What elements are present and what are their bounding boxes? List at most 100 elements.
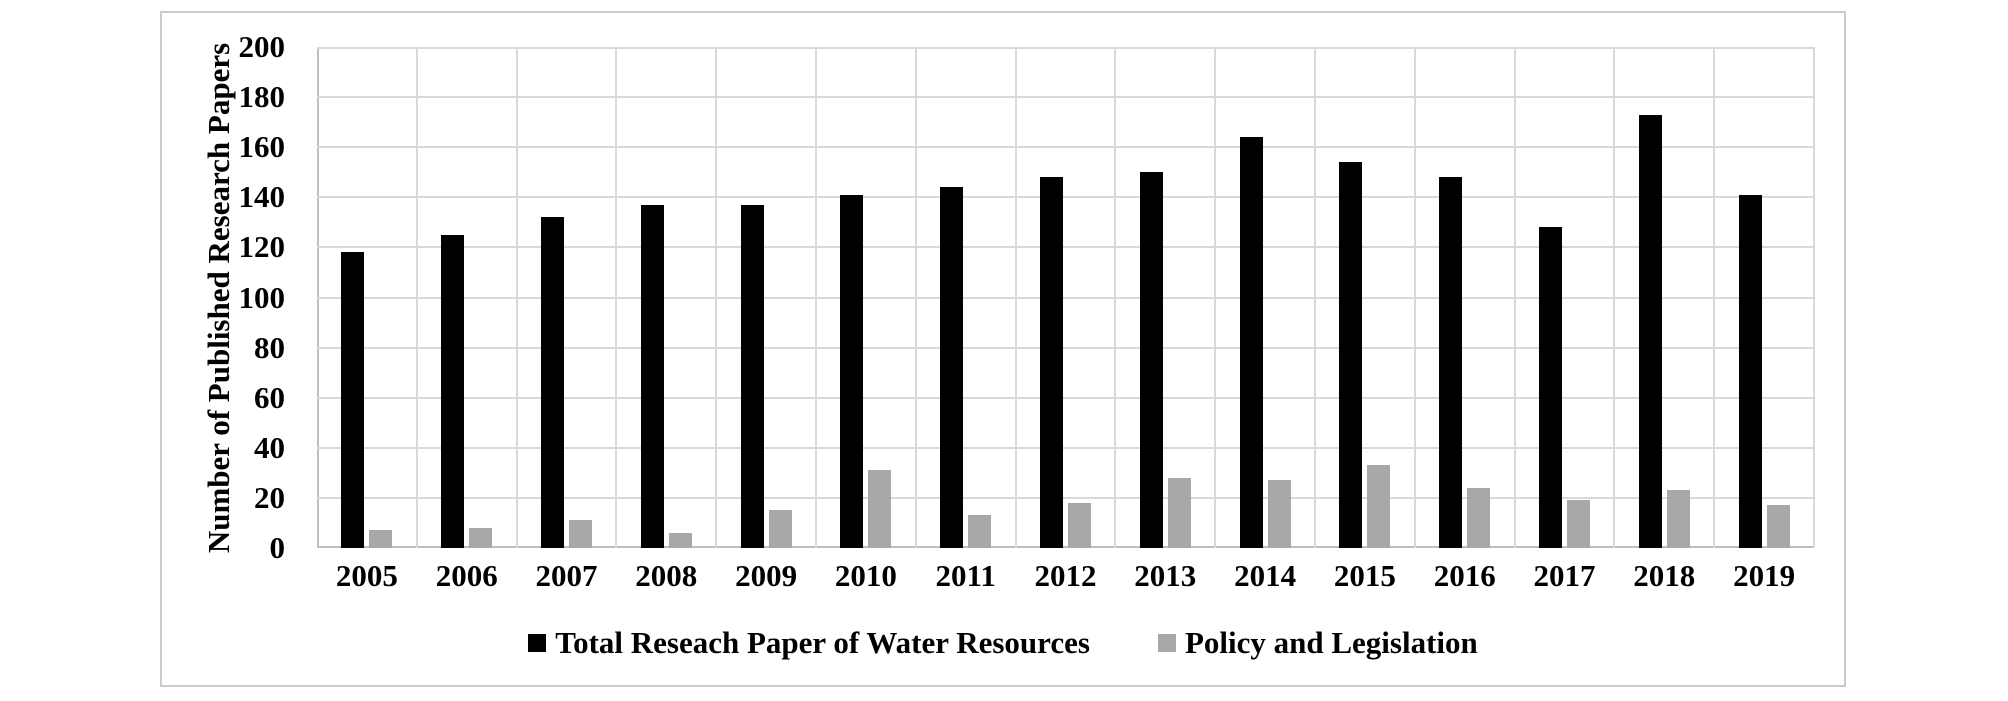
gridline-horizontal — [317, 146, 1814, 149]
chart-figure: Number of Published Research Papers Tota… — [160, 11, 1846, 687]
category-slot-2005 — [317, 47, 417, 548]
bar-total-2018 — [1638, 115, 1662, 548]
bar-policy-2012 — [1067, 503, 1091, 548]
bar-policy-2010 — [868, 470, 892, 548]
x-tick-label-2016: 2016 — [1433, 558, 1496, 593]
gridline-horizontal — [317, 196, 1814, 199]
legend-label: Policy and Legislation — [1184, 625, 1478, 660]
x-axis-line — [317, 546, 1814, 548]
bar-policy-2014 — [1267, 480, 1291, 548]
y-tick-label-0: 0 — [269, 530, 286, 565]
x-tick-label-2010: 2010 — [834, 558, 897, 593]
chart-legend: Total Reseach Paper of Water Resources Po… — [162, 625, 1844, 661]
gridline-horizontal — [317, 47, 1814, 49]
bar-total-2012 — [1039, 177, 1063, 548]
x-tick-label-2019: 2019 — [1733, 558, 1796, 593]
bar-policy-2008 — [668, 533, 692, 548]
bar-policy-2018 — [1666, 490, 1690, 548]
y-tick-label-100: 100 — [238, 279, 286, 315]
bar-total-2015 — [1339, 162, 1363, 548]
x-tick-label-2009: 2009 — [735, 558, 798, 593]
y-tick-label-200: 200 — [238, 29, 286, 64]
x-tick-label-2007: 2007 — [535, 558, 598, 593]
legend-swatch-icon — [1157, 634, 1176, 652]
category-slot-2016 — [1415, 47, 1515, 548]
y-tick-label-40: 40 — [254, 429, 285, 465]
x-tick-label-2015: 2015 — [1333, 558, 1396, 593]
gridline-horizontal — [317, 346, 1814, 349]
gridline-horizontal — [317, 96, 1814, 99]
gridline-vertical — [415, 47, 418, 548]
bar-policy-2006 — [469, 528, 493, 548]
category-slot-2015 — [1315, 47, 1415, 548]
bar-policy-2009 — [768, 510, 792, 548]
gridline-horizontal — [317, 396, 1814, 399]
gridline-vertical — [1613, 47, 1616, 548]
gridline-vertical — [1114, 47, 1117, 548]
y-tick-label-80: 80 — [254, 329, 285, 365]
y-tick-label-60: 60 — [254, 379, 285, 415]
x-tick-label-2008: 2008 — [635, 558, 698, 593]
bar-total-2017 — [1538, 227, 1562, 548]
bar-policy-2007 — [568, 520, 592, 548]
gridline-vertical — [815, 47, 817, 548]
category-slot-2018 — [1614, 47, 1714, 548]
category-slot-2009 — [716, 47, 816, 548]
category-slot-2006 — [417, 47, 517, 548]
legend-entry-1: Policy and Legislation — [1157, 625, 1478, 661]
gridline-vertical — [1413, 47, 1416, 548]
gridline-vertical — [1214, 47, 1217, 548]
category-slot-2017 — [1515, 47, 1615, 548]
bar-policy-2005 — [369, 530, 393, 548]
legend-swatch-icon — [528, 634, 547, 652]
bar-total-2006 — [441, 235, 465, 548]
gridline-vertical — [1513, 47, 1516, 548]
gridline-horizontal — [317, 246, 1814, 249]
bar-total-2009 — [740, 205, 764, 548]
x-tick-label-2011: 2011 — [935, 558, 996, 593]
y-tick-label-180: 180 — [238, 79, 286, 115]
x-tick-label-2005: 2005 — [335, 558, 398, 593]
y-tick-label-140: 140 — [238, 179, 286, 215]
category-slot-2012 — [1016, 47, 1116, 548]
x-tick-label-2013: 2013 — [1134, 558, 1197, 593]
bar-policy-2019 — [1766, 505, 1790, 548]
y-tick-label-20: 20 — [254, 479, 285, 515]
bar-total-2010 — [840, 195, 864, 548]
gridline-horizontal — [317, 496, 1814, 499]
category-slot-2008 — [616, 47, 716, 548]
plot-area — [317, 47, 1815, 548]
x-tick-label-2006: 2006 — [435, 558, 498, 593]
gridline-vertical — [914, 47, 917, 548]
y-tick-label-160: 160 — [238, 129, 286, 165]
x-tick-label-2012: 2012 — [1034, 558, 1097, 593]
legend-label: Total Reseach Paper of Water Resources — [555, 625, 1090, 660]
x-tick-label-2018: 2018 — [1633, 558, 1696, 593]
x-tick-label-2014: 2014 — [1234, 558, 1297, 593]
bar-total-2016 — [1439, 177, 1463, 548]
bar-policy-2015 — [1367, 465, 1391, 548]
category-slot-2014 — [1215, 47, 1315, 548]
gridline-vertical — [715, 47, 718, 548]
bar-total-2014 — [1239, 137, 1263, 548]
bar-policy-2011 — [968, 515, 992, 548]
bar-total-2019 — [1738, 195, 1762, 548]
bar-total-2008 — [640, 205, 664, 548]
bar-total-2011 — [940, 187, 964, 548]
legend-entry-0: Total Reseach Paper of Water Resources — [528, 625, 1090, 661]
bar-total-2005 — [341, 252, 365, 548]
bar-policy-2017 — [1566, 500, 1590, 548]
bar-total-2007 — [540, 217, 564, 548]
category-slot-2010 — [816, 47, 916, 548]
category-slot-2013 — [1115, 47, 1215, 548]
gridline-horizontal — [317, 446, 1814, 449]
bar-total-2013 — [1139, 172, 1163, 548]
gridline-vertical — [515, 47, 518, 548]
gridline-vertical — [1713, 47, 1716, 548]
gridline-vertical — [1314, 47, 1316, 548]
gridline-horizontal — [317, 296, 1814, 299]
category-slot-2007 — [517, 47, 617, 548]
bar-policy-2013 — [1167, 478, 1191, 548]
category-slot-2019 — [1714, 47, 1814, 548]
